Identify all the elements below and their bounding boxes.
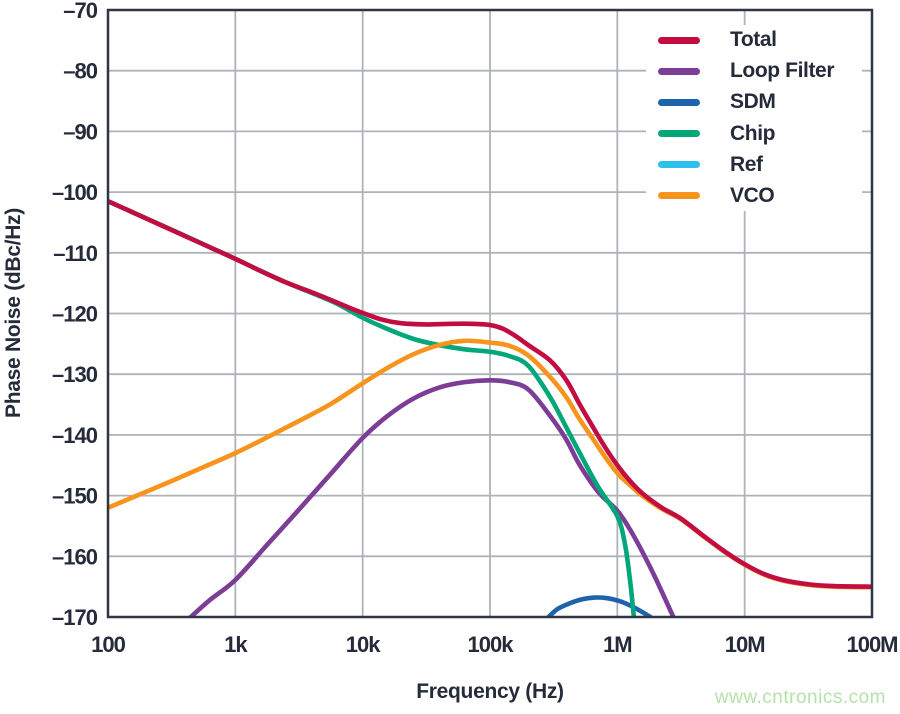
- y-tick-label: –100: [52, 180, 98, 205]
- legend-swatch-icon: [658, 67, 700, 75]
- legend-item-loop-filter: Loop Filter: [646, 56, 862, 86]
- x-tick-label: 10k: [346, 632, 381, 657]
- chart-legend: Total Loop Filter SDM Chip Ref VCO: [646, 25, 862, 211]
- legend-swatch-icon: [658, 130, 700, 138]
- series-line-loop-filter: [188, 377, 676, 617]
- legend-label: Loop Filter: [730, 59, 835, 83]
- y-axis-title: Phase Noise (dBc/Hz): [2, 208, 25, 418]
- plot-frame: [106, 8, 874, 619]
- y-tick-label: –80: [63, 59, 97, 84]
- legend-label: Chip: [730, 121, 776, 145]
- legend-item-vco: VCO: [646, 181, 862, 211]
- series-line-total: [108, 198, 872, 589]
- y-tick-label: –140: [52, 423, 98, 448]
- legend-label: Ref: [730, 152, 763, 176]
- x-axis-title: Frequency (Hz): [416, 680, 564, 703]
- x-tick-label: 1M: [603, 632, 632, 657]
- legend-swatch-icon: [658, 98, 700, 106]
- y-tick-label: –160: [52, 544, 98, 569]
- legend-item-chip: Chip: [646, 119, 862, 149]
- x-tick-label: 10M: [725, 632, 765, 657]
- legend-item-sdm: SDM: [646, 87, 862, 117]
- y-tick-label: –130: [52, 362, 98, 387]
- y-tick-label: –120: [52, 302, 98, 327]
- y-axis-tick-labels: –70 –80 –90 –100 –110 –120 –130 –140 –150 –160 –17…: [52, 0, 99, 630]
- y-tick-label: –150: [52, 484, 98, 509]
- legend-swatch-icon: [658, 36, 700, 44]
- series-line-chip: [108, 198, 637, 617]
- y-tick-label: –110: [53, 241, 97, 266]
- legend-label: Total: [730, 28, 777, 51]
- legend-item-total: Total: [646, 25, 862, 55]
- y-tick-label: –70: [63, 0, 97, 23]
- x-tick-label: 100k: [468, 632, 515, 657]
- y-tick-label: –90: [63, 119, 97, 144]
- x-axis-tick-labels: 100 1k 10k 100k 1M 10M 100M: [91, 632, 898, 657]
- legend-swatch-icon: [658, 161, 700, 169]
- series-layer: [108, 198, 872, 617]
- legend-label: SDM: [730, 90, 776, 114]
- x-tick-label: 100M: [846, 632, 897, 657]
- legend-label: VCO: [730, 183, 775, 207]
- watermark: www.cntronics.com: [714, 687, 886, 708]
- legend-item-ref: Ref: [646, 150, 862, 180]
- grid-layer: [108, 10, 872, 617]
- legend-swatch-icon: [658, 192, 700, 200]
- y-tick-label: –170: [52, 605, 98, 630]
- x-tick-label: 1k: [224, 632, 248, 657]
- x-tick-label: 100: [91, 632, 125, 657]
